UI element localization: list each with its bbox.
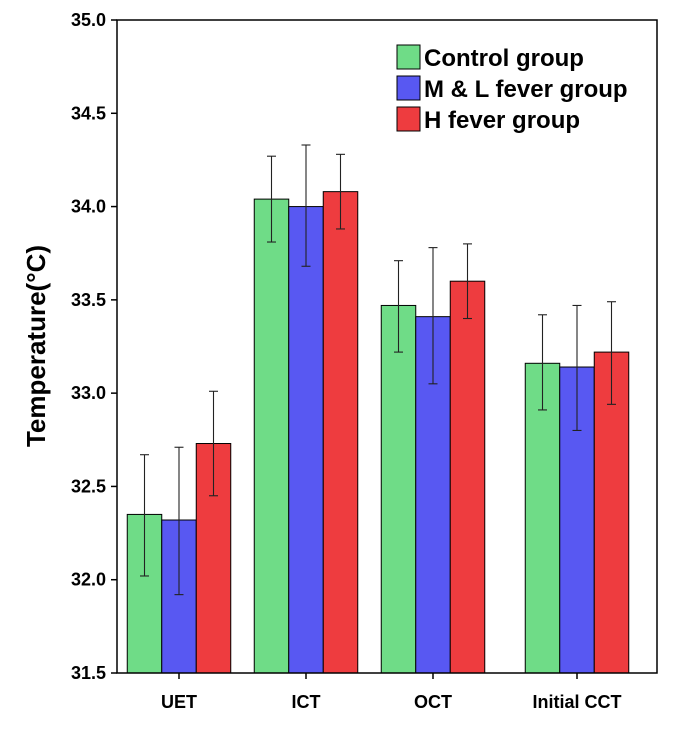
legend-swatch <box>396 75 421 101</box>
error-bar <box>174 446 184 596</box>
legend-label: Control group <box>424 45 584 72</box>
bars <box>126 191 630 674</box>
bar-h-fever-group-ict <box>322 191 359 674</box>
error-bar <box>140 454 149 577</box>
error-bar <box>267 155 276 243</box>
x-axis-categories: UET ICT OCT Initial CCT <box>161 673 622 712</box>
legend-label: M & L fever group <box>424 76 628 103</box>
y-tick-label: 31.5 <box>71 663 106 683</box>
error-bar <box>301 144 311 267</box>
y-tick-label: 35.0 <box>71 10 106 30</box>
y-tick-label: 32.0 <box>71 570 106 590</box>
y-tick-label: 32.5 <box>71 476 106 496</box>
x-category-label: UET <box>161 692 197 712</box>
y-tick-label: 34.5 <box>71 103 106 123</box>
error-bars <box>140 144 616 596</box>
y-tick-label: 33.5 <box>71 290 106 310</box>
x-category-label: ICT <box>292 692 321 712</box>
legend-item: H fever group <box>396 106 580 134</box>
y-axis-ticks: 31.5 32.0 32.5 33.0 33.5 34.0 34.5 35.0 <box>71 10 117 683</box>
error-bar <box>209 390 218 497</box>
plot-frame <box>116 19 658 674</box>
error-bar <box>463 243 472 320</box>
legend-swatch <box>396 44 421 70</box>
error-bar <box>336 153 345 230</box>
bar-control-group-oct <box>380 304 417 674</box>
legend-item: Control group <box>396 44 584 72</box>
y-tick-label: 33.0 <box>71 383 106 403</box>
bar-m-l-fever-group-ict <box>288 206 324 674</box>
x-category-label: OCT <box>414 692 452 712</box>
error-bar <box>607 301 616 405</box>
y-axis-title: Temperature(°C) <box>21 245 51 447</box>
x-category-label: Initial CCT <box>533 692 622 712</box>
legend-label: H fever group <box>424 107 580 134</box>
error-bar <box>394 260 403 353</box>
legend-swatch <box>396 106 421 132</box>
bar-control-group-ict <box>253 198 290 674</box>
error-bar <box>428 247 438 385</box>
y-tick-label: 34.0 <box>71 197 106 217</box>
bar-h-fever-group-oct <box>449 280 486 674</box>
error-bar <box>572 304 582 432</box>
legend-item: M & L fever group <box>396 75 628 103</box>
error-bar <box>538 314 547 411</box>
legend: Control group M & L fever group H fever gr… <box>396 44 628 134</box>
